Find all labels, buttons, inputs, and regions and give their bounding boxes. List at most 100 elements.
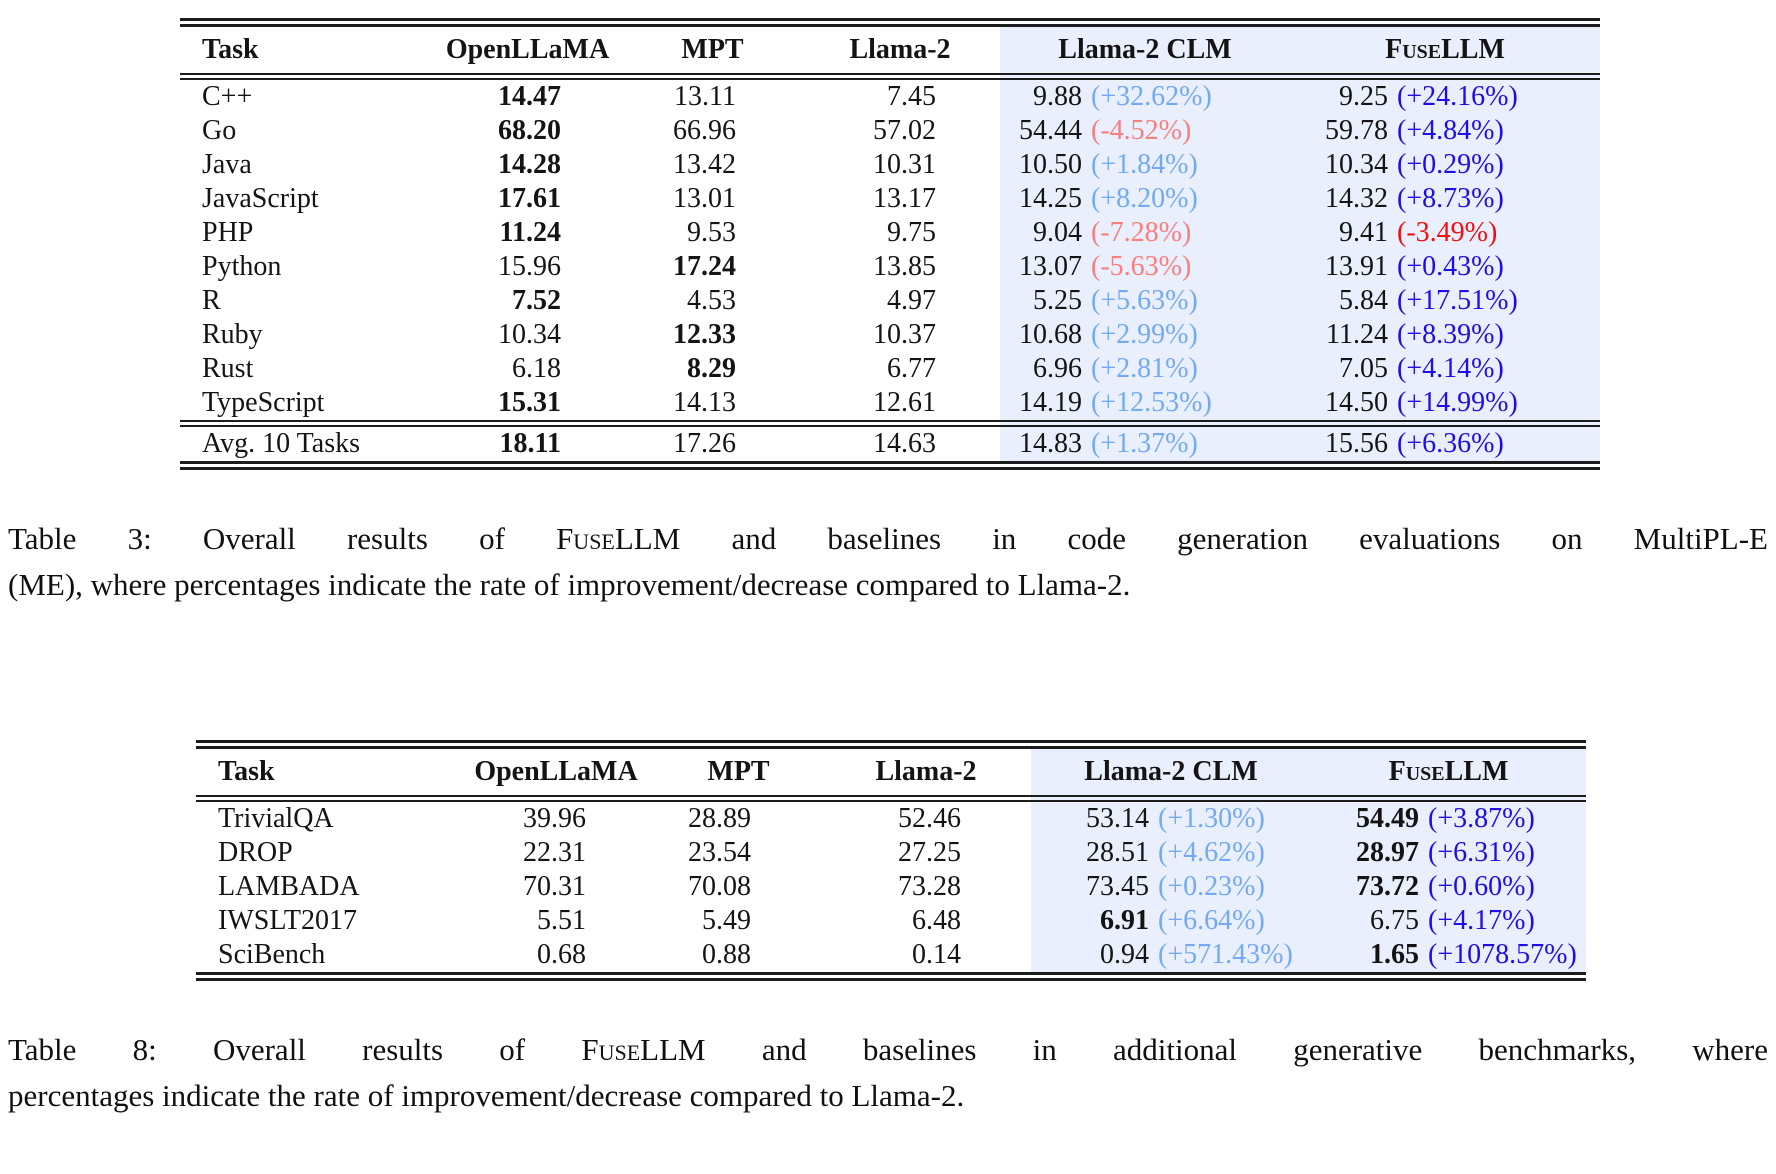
pct-change: (+12.53%) <box>1091 387 1212 418</box>
score-value: 14.25 <box>1019 183 1082 214</box>
table-row: Ruby 10.34 12.33 10.37 10.68 (+2.99%) 11.24 (+8… <box>180 318 1600 352</box>
score-cell: 15.96 <box>498 251 561 282</box>
score-value: 73.72 <box>1356 871 1419 902</box>
fusellm-brand-text: FuseLLM <box>556 521 681 556</box>
column-header: Llama-2 <box>821 756 1031 788</box>
score-cell: 13.11 <box>674 81 736 112</box>
table-header-row: Task OpenLLaMA MPT Llama-2 Llama-2 CLM FuseLL… <box>180 27 1600 73</box>
score-cell: 7.45 <box>887 81 936 112</box>
column-header: Llama-2 CLM <box>1031 749 1311 795</box>
score-cell: 0.88 <box>702 939 751 970</box>
rule-segment <box>1000 18 1600 27</box>
score-value: 9.41 <box>1339 217 1388 248</box>
rule-segment <box>196 972 1031 981</box>
pct-change: (+4.84%) <box>1397 115 1504 146</box>
rule-segment <box>1000 73 1600 80</box>
score-cell: 14.13 <box>673 387 736 418</box>
column-header-label: Llama-2 <box>849 34 951 65</box>
fuse-score-cell: 28.97 (+6.31%) <box>1311 836 1586 870</box>
column-header-label: Task <box>202 34 259 65</box>
clm-score-cell: 9.88 (+32.62%) <box>1000 80 1290 114</box>
score-cell: 10.34 <box>498 319 561 350</box>
clm-score-cell: 53.14 (+1.30%) <box>1031 802 1311 836</box>
pct-change: (+8.39%) <box>1397 319 1504 350</box>
task-cell: TypeScript <box>202 387 325 418</box>
pct-change: (+32.62%) <box>1091 81 1212 112</box>
horizontal-rule <box>196 740 1586 749</box>
score-cell: 12.61 <box>873 387 936 418</box>
task-cell: Avg. 10 Tasks <box>202 428 361 459</box>
column-header: Task <box>196 756 456 788</box>
score-cell: 18.11 <box>499 428 561 459</box>
pct-change: (+571.43%) <box>1158 939 1293 970</box>
table-row: LAMBADA 70.31 70.08 73.28 73.45 (+0.23%) 73.72… <box>196 870 1586 904</box>
column-header: Task <box>180 34 430 66</box>
score-value: 0.94 <box>1100 939 1149 970</box>
column-header: OpenLLaMA <box>430 34 625 66</box>
column-header: FuseLLM <box>1311 749 1586 795</box>
score-value: 14.50 <box>1325 387 1388 418</box>
pct-change: (+6.64%) <box>1158 905 1265 936</box>
score-value: 28.51 <box>1086 837 1149 868</box>
score-cell: 6.18 <box>512 353 561 384</box>
pct-change: (-5.63%) <box>1091 251 1192 282</box>
table-row: R 7.52 4.53 4.97 5.25 (+5.63%) 5.84 (+17.51%) <box>180 284 1600 318</box>
task-cell: R <box>202 285 221 316</box>
column-header: MPT <box>656 756 821 788</box>
clm-score-cell: 6.91 (+6.64%) <box>1031 904 1311 938</box>
score-value: 59.78 <box>1325 115 1388 146</box>
table-row: Java 14.28 13.42 10.31 10.50 (+1.84%) 10.34 (+0… <box>180 148 1600 182</box>
score-cell: 5.49 <box>702 905 751 936</box>
multipl-e-results-table: Task OpenLLaMA MPT Llama-2 Llama-2 CLM FuseLL… <box>180 18 1776 470</box>
score-cell: 66.96 <box>673 115 736 146</box>
score-cell: 12.33 <box>673 319 736 350</box>
table-row: Python 15.96 17.24 13.85 13.07 (-5.63%) 13.91 (… <box>180 250 1600 284</box>
pct-change: (+17.51%) <box>1397 285 1518 316</box>
horizontal-rule <box>196 972 1586 981</box>
rule-segment <box>196 795 1031 802</box>
table-8-caption-line-2: percentages indicate the rate of improve… <box>8 1078 965 1113</box>
score-cell: 0.14 <box>912 939 961 970</box>
pct-change: (+24.16%) <box>1397 81 1518 112</box>
pct-change: (+4.17%) <box>1428 905 1535 936</box>
score-cell: 22.31 <box>523 837 586 868</box>
score-value: 9.04 <box>1033 217 1082 248</box>
column-header-label: Llama-2 CLM <box>1084 756 1258 787</box>
score-value: 54.49 <box>1356 803 1419 834</box>
table-row: TrivialQA 39.96 28.89 52.46 53.14 (+1.30%) 54.… <box>196 802 1586 836</box>
table-row: PHP 11.24 9.53 9.75 9.04 (-7.28%) 9.41 (-3.49%) <box>180 216 1600 250</box>
score-value: 6.96 <box>1033 353 1082 384</box>
pct-change: (+0.43%) <box>1397 251 1504 282</box>
score-value: 6.75 <box>1370 905 1419 936</box>
table-3-caption-line-1: Table 3: Overall results of FuseLLM and … <box>8 516 1768 562</box>
table-3-caption: Table 3: Overall results of FuseLLM and … <box>8 516 1768 608</box>
pct-change: (+0.23%) <box>1158 871 1265 902</box>
fuse-score-cell: 5.84 (+17.51%) <box>1290 284 1600 318</box>
score-cell: 0.68 <box>537 939 586 970</box>
rule-segment <box>180 18 1000 27</box>
clm-score-cell: 9.04 (-7.28%) <box>1000 216 1290 250</box>
pct-change: (-7.28%) <box>1091 217 1192 248</box>
score-cell: 73.28 <box>898 871 961 902</box>
score-cell: 52.46 <box>898 803 961 834</box>
score-value: 10.34 <box>1325 149 1388 180</box>
score-cell: 10.37 <box>873 319 936 350</box>
score-value: 6.91 <box>1100 905 1149 936</box>
fuse-score-cell: 10.34 (+0.29%) <box>1290 148 1600 182</box>
rule-segment <box>196 740 1031 749</box>
score-value: 15.56 <box>1325 428 1388 459</box>
pct-change: (+5.63%) <box>1091 285 1198 316</box>
pct-change: (+3.87%) <box>1428 803 1535 834</box>
horizontal-rule <box>180 461 1600 470</box>
score-cell: 14.63 <box>873 428 936 459</box>
score-cell: 23.54 <box>688 837 751 868</box>
column-header: Llama-2 CLM <box>1000 27 1290 73</box>
score-cell: 13.01 <box>673 183 736 214</box>
table-row: JavaScript 17.61 13.01 13.17 14.25 (+8.20%) 14… <box>180 182 1600 216</box>
score-cell: 4.97 <box>887 285 936 316</box>
column-header: OpenLLaMA <box>456 756 656 788</box>
task-cell: IWSLT2017 <box>218 905 357 936</box>
task-cell: Java <box>202 149 252 180</box>
task-cell: JavaScript <box>202 183 319 214</box>
task-cell: DROP <box>218 837 293 868</box>
